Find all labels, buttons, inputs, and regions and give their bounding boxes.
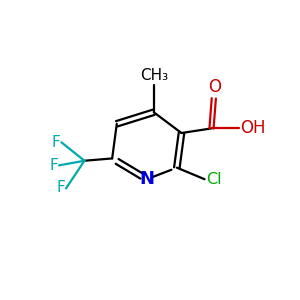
Text: F: F: [51, 135, 60, 150]
Text: N: N: [139, 170, 154, 188]
Text: OH: OH: [240, 119, 266, 137]
Text: O: O: [208, 78, 221, 96]
Text: Cl: Cl: [206, 172, 221, 187]
Text: F: F: [56, 180, 65, 195]
Text: CH₃: CH₃: [140, 68, 168, 83]
Text: F: F: [49, 158, 58, 173]
